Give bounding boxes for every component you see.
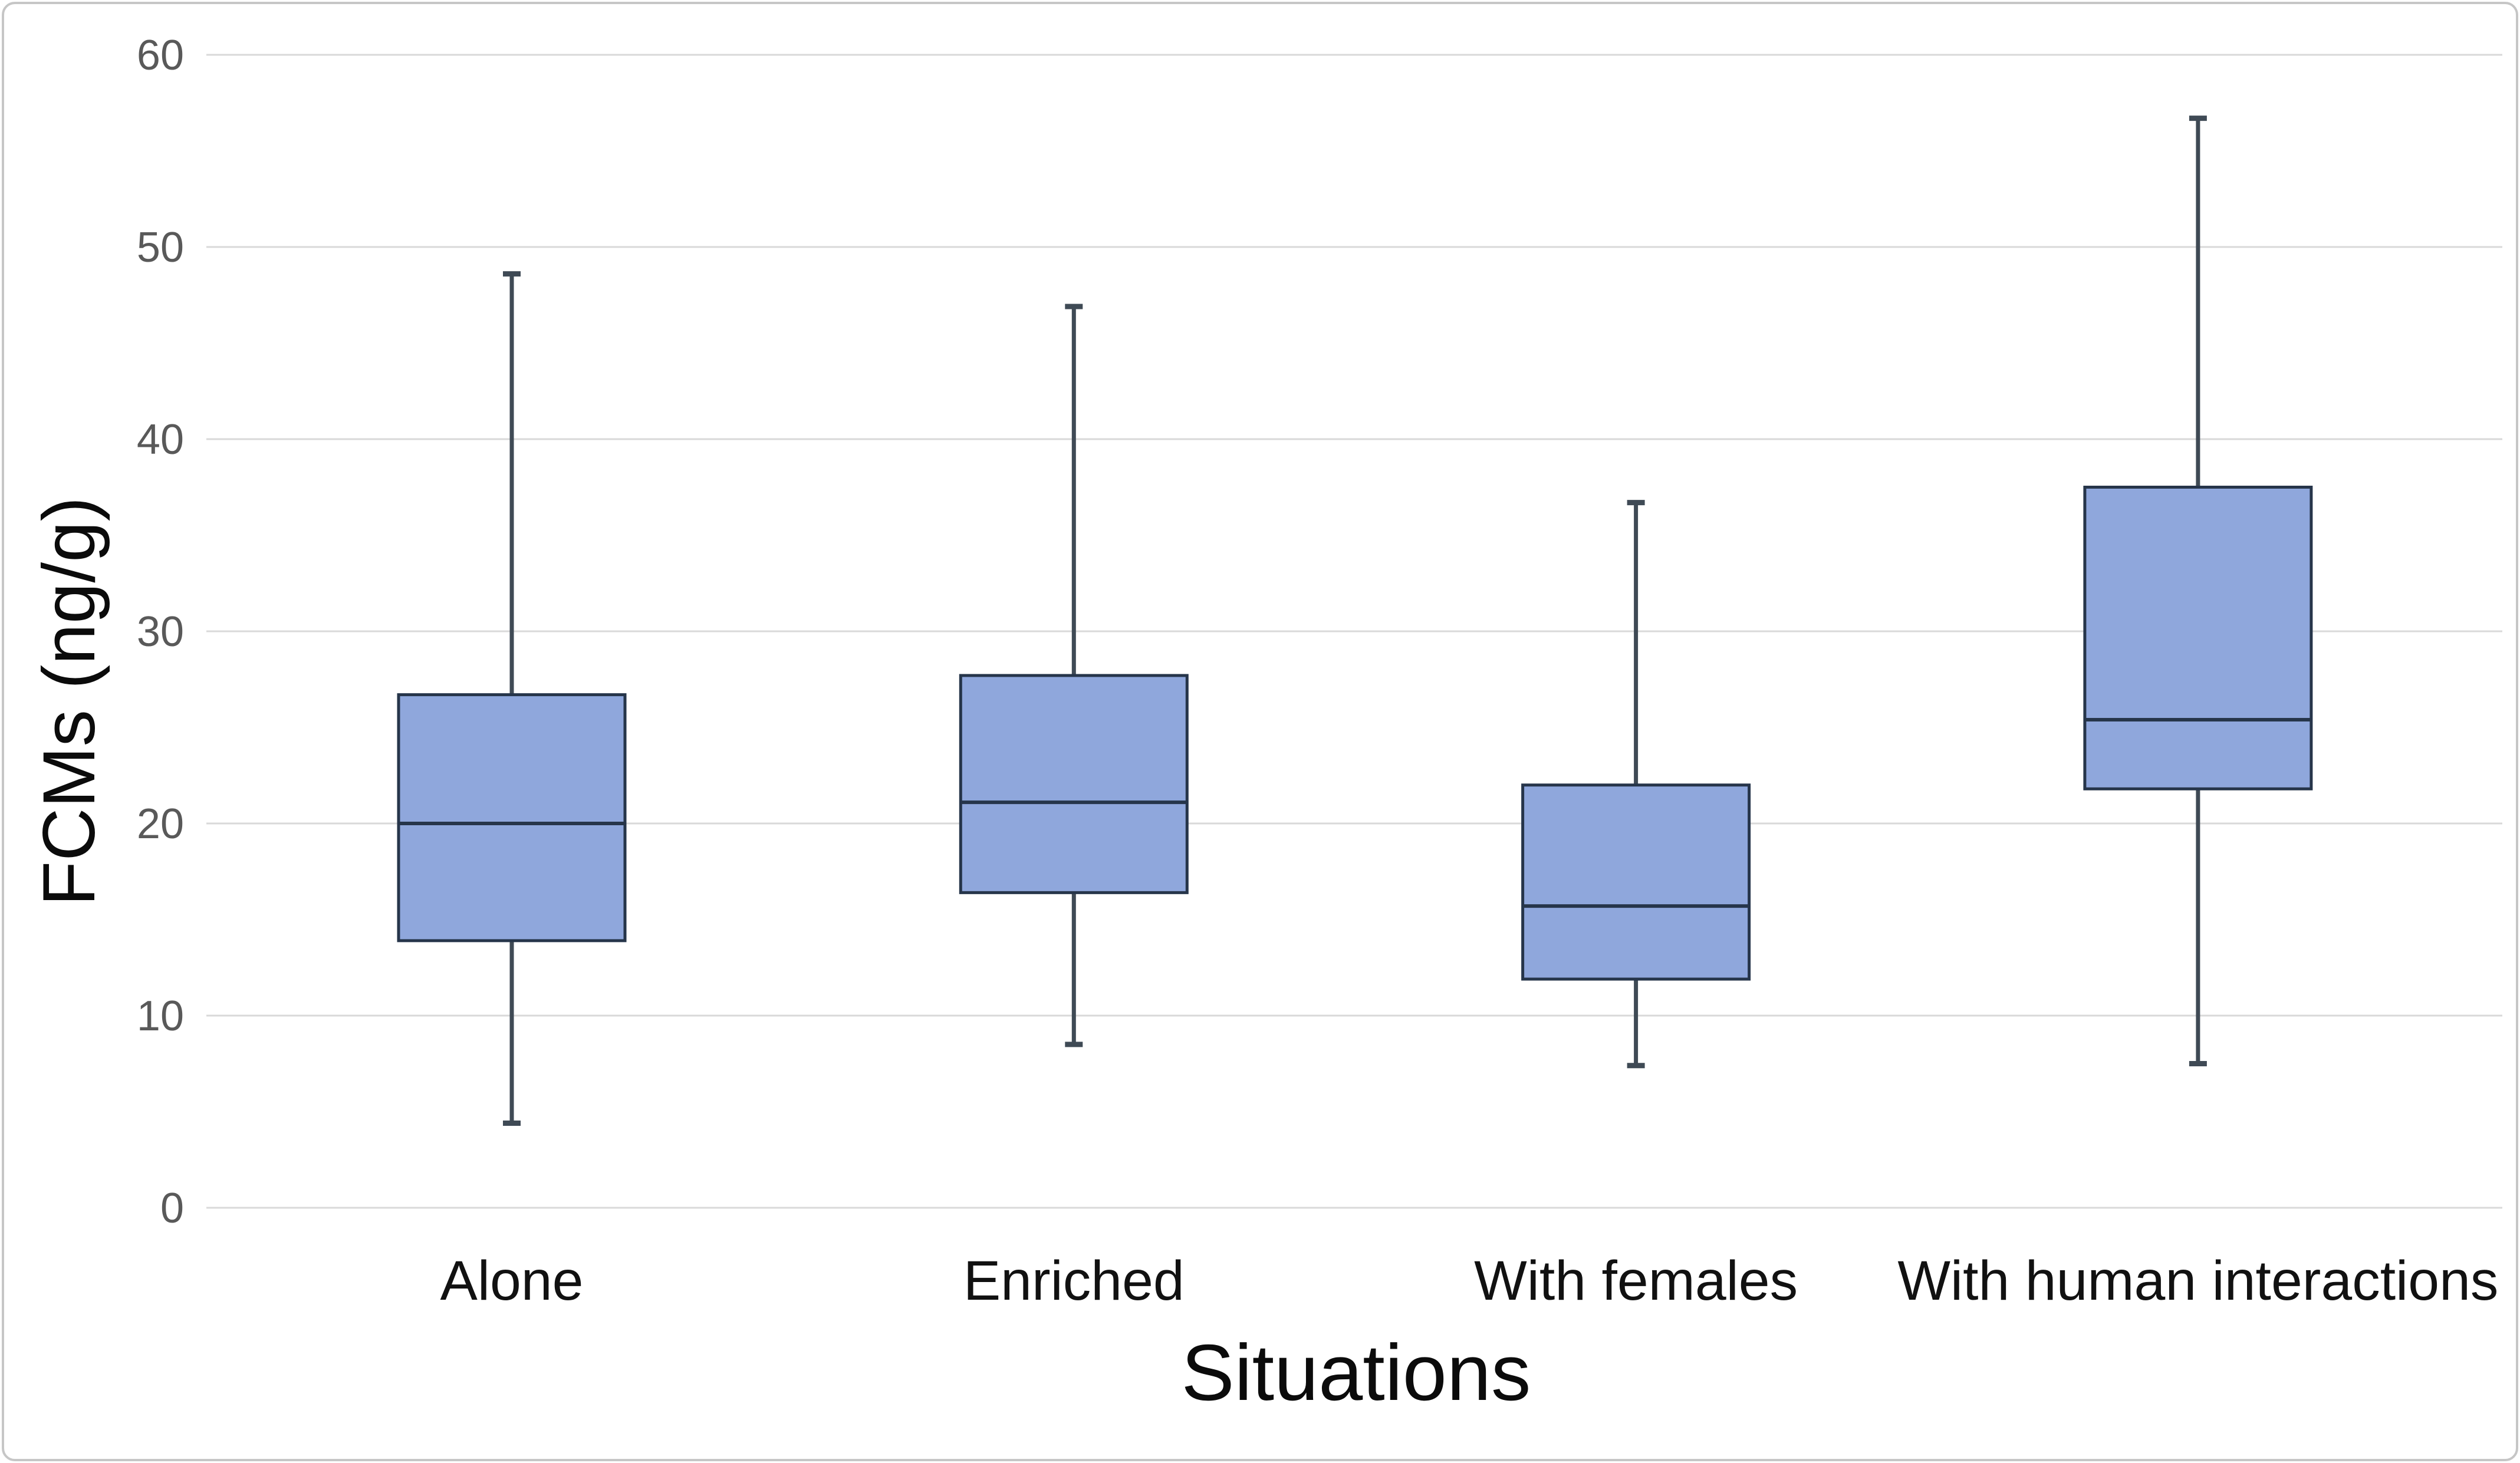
y-tick-label-50: 50: [137, 224, 184, 271]
y-tick-label-60: 60: [137, 32, 184, 79]
y-tick-label-0: 0: [160, 1185, 184, 1232]
y-axis-tick-labels: 0 10 20 30 40 50 60: [137, 32, 184, 1232]
box-plot-with-human-interactions: [2083, 116, 2313, 1066]
category-label-alone: Alone: [440, 1250, 584, 1312]
y-tick-label-10: 10: [137, 993, 184, 1040]
iqr-box: [2083, 486, 2313, 790]
box-series: [397, 116, 2313, 1126]
y-tick-label-30: 30: [137, 608, 184, 655]
iqr-box: [1521, 783, 1751, 981]
category-label-with-human-interactions: With human interactions: [1897, 1250, 2498, 1312]
iqr-box: [959, 674, 1189, 894]
y-axis-title: FCMs (ng/g): [28, 497, 110, 907]
box-plot-alone: [397, 271, 627, 1126]
box-plot-with-females: [1521, 500, 1751, 1069]
y-tick-label-40: 40: [137, 416, 184, 463]
y-tick-label-20: 20: [137, 800, 184, 848]
category-label-enriched: Enriched: [963, 1250, 1185, 1312]
category-labels: Alone Enriched With females With human inte…: [440, 1250, 2499, 1312]
category-label-with-females: With females: [1474, 1250, 1798, 1312]
box-plot-enriched: [959, 304, 1189, 1047]
iqr-box: [397, 693, 627, 943]
x-axis-title: Situations: [1182, 1328, 1531, 1417]
